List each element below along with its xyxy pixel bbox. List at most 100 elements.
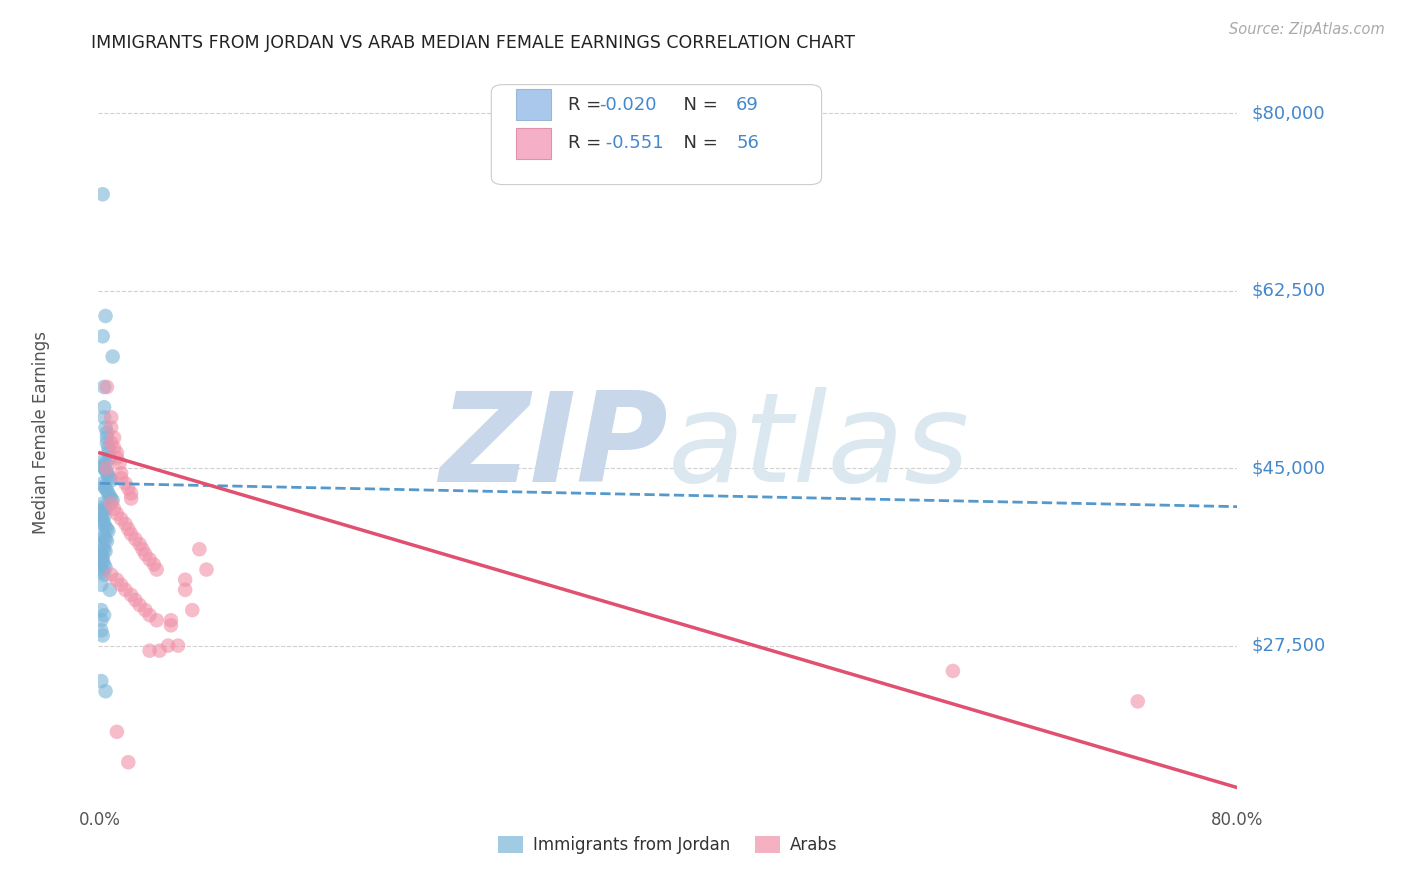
Point: [181, 603, 204, 617]
Point: [93, 608, 115, 623]
Point: [110, 578, 132, 592]
Point: [97, 441, 120, 455]
Point: [120, 588, 142, 602]
Point: [101, 350, 124, 364]
Text: $80,000: $80,000: [1251, 104, 1324, 122]
Point: [120, 491, 142, 506]
FancyBboxPatch shape: [491, 85, 821, 185]
Point: [138, 643, 160, 657]
Text: $27,500: $27,500: [1251, 637, 1326, 655]
Point: [100, 473, 122, 487]
Point: [110, 512, 132, 526]
Text: N =: N =: [672, 95, 724, 113]
Point: [96, 522, 118, 536]
Point: [91, 497, 114, 511]
Point: [188, 542, 211, 557]
Point: [94, 560, 117, 574]
Point: [93, 500, 115, 514]
Point: [105, 446, 128, 460]
Point: [148, 643, 170, 657]
Point: [105, 724, 128, 739]
Point: [97, 446, 120, 460]
Point: [100, 420, 122, 434]
Point: [105, 573, 128, 587]
Point: [174, 582, 197, 597]
Point: [134, 547, 156, 561]
Point: [100, 491, 122, 506]
Bar: [516, 89, 551, 120]
Point: [105, 450, 128, 465]
Point: [117, 522, 139, 536]
Point: [100, 497, 122, 511]
Point: [167, 639, 190, 653]
Point: [90, 547, 112, 561]
Point: [91, 527, 114, 541]
Point: [94, 520, 117, 534]
Point: [91, 187, 114, 202]
Point: [90, 624, 112, 638]
Point: [93, 453, 115, 467]
Point: [93, 516, 115, 531]
Text: -0.551: -0.551: [599, 134, 664, 153]
Point: [124, 593, 146, 607]
Point: [94, 420, 117, 434]
Point: [94, 544, 117, 558]
Point: [98, 471, 121, 485]
Point: [94, 309, 117, 323]
Point: [91, 554, 114, 568]
Point: [93, 558, 115, 572]
Text: 56: 56: [737, 134, 759, 153]
Point: [90, 578, 112, 592]
Point: [128, 537, 150, 551]
Text: IMMIGRANTS FROM JORDAN VS ARAB MEDIAN FEMALE EARNINGS CORRELATION CHART: IMMIGRANTS FROM JORDAN VS ARAB MEDIAN FE…: [91, 34, 855, 52]
Point: [97, 486, 120, 500]
Point: [90, 552, 112, 566]
Point: [120, 527, 142, 541]
Point: [97, 469, 120, 483]
Point: [145, 562, 167, 576]
Point: [103, 441, 125, 455]
Point: [91, 628, 114, 642]
Point: [90, 504, 112, 518]
Point: [96, 461, 118, 475]
Point: [97, 524, 120, 538]
Text: N =: N =: [672, 134, 724, 153]
Point: [91, 540, 114, 554]
Point: [93, 567, 115, 582]
Point: [93, 479, 115, 493]
Point: [91, 565, 114, 579]
Text: R =: R =: [568, 95, 606, 113]
Point: [93, 461, 115, 475]
Point: [100, 435, 122, 450]
Point: [96, 466, 118, 480]
Point: [96, 435, 118, 450]
Point: [114, 582, 136, 597]
Text: R =: R =: [568, 134, 606, 153]
Point: [96, 431, 118, 445]
Point: [98, 582, 121, 597]
Point: [134, 603, 156, 617]
Point: [96, 534, 118, 549]
Text: Median Female Earnings: Median Female Earnings: [32, 331, 51, 534]
Text: $62,500: $62,500: [1251, 282, 1326, 300]
Point: [93, 380, 115, 394]
Point: [195, 562, 218, 576]
Text: 69: 69: [737, 95, 759, 113]
Point: [160, 613, 183, 627]
Point: [98, 490, 121, 504]
Point: [91, 476, 114, 491]
Point: [942, 664, 965, 678]
Text: ZIP: ZIP: [439, 387, 668, 508]
Point: [93, 410, 115, 425]
Point: [157, 639, 180, 653]
Point: [90, 537, 112, 551]
Point: [101, 493, 124, 508]
Point: [160, 618, 183, 632]
Point: [110, 466, 132, 480]
Point: [142, 558, 165, 572]
Point: [90, 512, 112, 526]
Point: [96, 425, 118, 440]
Point: [93, 530, 115, 544]
Point: [94, 482, 117, 496]
Point: [114, 476, 136, 491]
